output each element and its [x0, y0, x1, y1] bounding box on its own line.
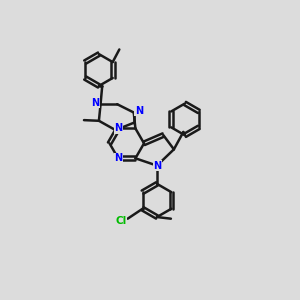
Text: N: N: [135, 106, 143, 116]
Text: N: N: [153, 160, 161, 171]
Text: N: N: [114, 123, 122, 134]
Text: N: N: [114, 153, 122, 163]
Text: Cl: Cl: [116, 216, 127, 226]
Text: N: N: [92, 98, 100, 107]
